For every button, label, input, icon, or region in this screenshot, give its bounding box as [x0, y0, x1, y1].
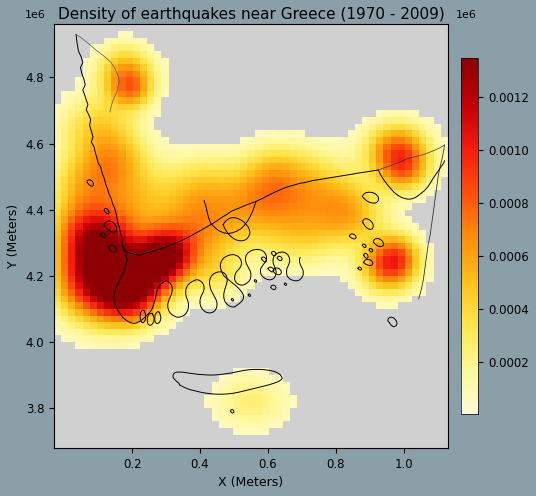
X-axis label: X (Meters): X (Meters) — [218, 476, 284, 489]
Title: Density of earthquakes near Greece (1970 - 2009): Density of earthquakes near Greece (1970… — [57, 7, 444, 22]
Y-axis label: Y (Meters): Y (Meters) — [7, 204, 20, 268]
Text: 1e6: 1e6 — [25, 10, 46, 20]
Text: 1e6: 1e6 — [456, 10, 477, 20]
